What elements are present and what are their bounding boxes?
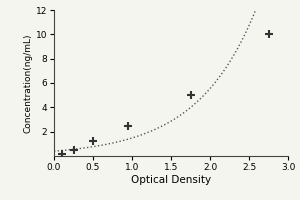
Y-axis label: Concentration(ng/mL): Concentration(ng/mL) <box>24 33 33 133</box>
X-axis label: Optical Density: Optical Density <box>131 175 211 185</box>
